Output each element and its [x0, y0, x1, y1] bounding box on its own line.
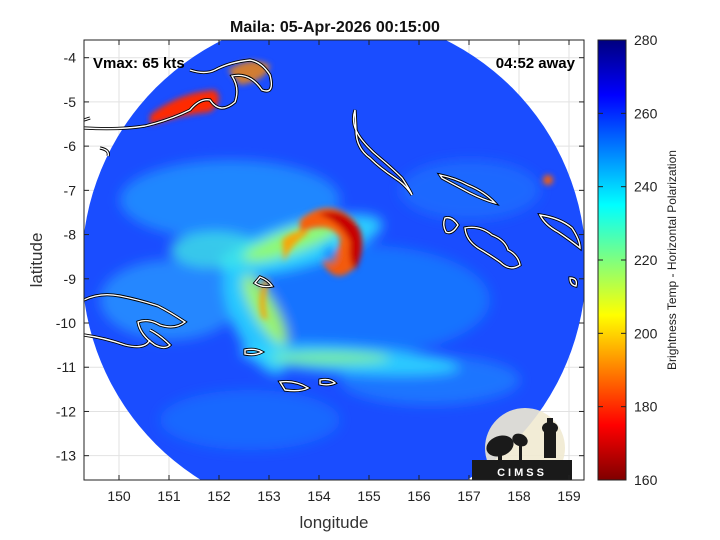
y-tick-label: -6 — [64, 138, 77, 154]
y-tick-label: -11 — [57, 359, 76, 375]
colorbar-tick-label: 240 — [634, 179, 658, 195]
colorbar-tick-label: 180 — [634, 399, 658, 415]
y-tick-label: -13 — [56, 448, 76, 464]
y-tick-label: -12 — [56, 403, 76, 419]
chart-title: Maila: 05-Apr-2026 00:15:00 — [230, 19, 440, 36]
y-tick-label: -10 — [56, 315, 76, 331]
y-axis: -4 -5 -6 -7 -8 -9 -10 -11 -12 -13 — [56, 50, 584, 464]
brightness-swath — [84, 40, 584, 480]
colorbar-tick-label: 200 — [634, 325, 658, 341]
x-tick-label: 157 — [457, 488, 481, 504]
vmax-annotation: Vmax: 65 kts — [93, 55, 185, 72]
time-away-annotation: 04:52 away — [496, 55, 576, 72]
x-tick-label: 151 — [157, 488, 181, 504]
x-tick-label: 153 — [257, 488, 281, 504]
y-tick-label: -9 — [64, 271, 77, 287]
y-tick-label: -5 — [64, 94, 77, 110]
colorbar-tick-label: 280 — [634, 32, 658, 48]
colorbar-tick-label: 220 — [634, 252, 658, 268]
colorbar-tick-label: 160 — [634, 472, 658, 488]
x-tick-label: 154 — [307, 488, 331, 504]
y-tick-label: -4 — [64, 50, 77, 66]
x-tick-label: 155 — [357, 488, 381, 504]
cimss-logo-text: CIMSS — [497, 467, 547, 479]
y-tick-label: -7 — [64, 182, 77, 198]
x-tick-label: 152 — [207, 488, 231, 504]
coastlines — [84, 58, 582, 393]
y-tick-label: -8 — [64, 227, 77, 243]
x-tick-label: 156 — [407, 488, 431, 504]
colorbar-ticks: 160 180 200 220 240 260 280 — [598, 32, 658, 488]
cimss-logo: CIMSS — [472, 408, 572, 480]
x-tick-label: 159 — [557, 488, 581, 504]
y-axis-label: latitude — [27, 233, 46, 288]
x-axis: 150 151 152 153 154 155 156 157 158 159 — [107, 40, 581, 504]
colorbar-label: Brightness Temp - Horizontal Polarizatio… — [665, 150, 679, 370]
colorbar-tick-label: 260 — [634, 105, 658, 121]
x-tick-label: 150 — [107, 488, 131, 504]
x-axis-label: longitude — [299, 513, 368, 532]
x-tick-label: 158 — [507, 488, 531, 504]
axes-frame — [83, 39, 585, 481]
